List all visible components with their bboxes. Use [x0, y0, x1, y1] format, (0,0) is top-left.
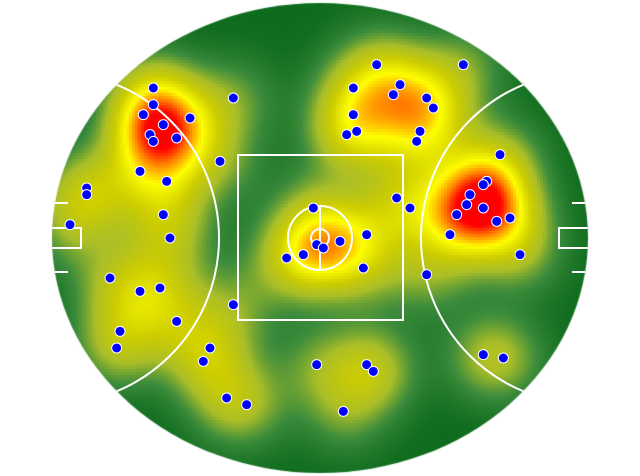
data-point-16	[164, 232, 176, 244]
data-point-43	[457, 59, 469, 71]
data-point-6	[171, 132, 183, 144]
data-point-5	[147, 135, 159, 147]
data-point-9	[134, 165, 146, 177]
data-point-55	[421, 269, 433, 281]
data-point-2	[137, 109, 149, 121]
data-point-63	[317, 242, 329, 254]
data-point-41	[414, 125, 426, 137]
data-point-48	[461, 199, 473, 211]
data-point-28	[311, 359, 323, 371]
data-point-27	[241, 399, 253, 411]
data-point-50	[477, 202, 489, 214]
data-point-37	[427, 102, 439, 114]
data-point-31	[367, 365, 379, 377]
data-point-1	[147, 99, 159, 111]
data-point-20	[171, 315, 183, 327]
data-point-56	[391, 192, 403, 204]
data-point-35	[387, 89, 399, 101]
data-point-51	[491, 215, 503, 227]
data-point-54	[514, 249, 526, 261]
data-point-42	[411, 135, 423, 147]
data-point-18	[134, 285, 146, 297]
scatter-points	[64, 59, 526, 417]
data-point-7	[184, 112, 196, 124]
data-point-30	[361, 359, 373, 371]
data-point-8	[227, 92, 239, 104]
left-goal-square	[52, 227, 82, 249]
data-point-36	[421, 92, 433, 104]
data-point-0	[147, 82, 159, 94]
centre-square	[237, 154, 404, 321]
data-point-15	[157, 209, 169, 221]
data-point-52	[504, 212, 516, 224]
data-point-53	[444, 229, 456, 241]
data-point-25	[197, 355, 209, 367]
right-goal-square	[558, 227, 588, 249]
data-point-44	[494, 149, 506, 161]
data-point-24	[204, 342, 216, 354]
data-point-21	[114, 325, 126, 337]
data-point-26	[221, 392, 233, 404]
data-point-22	[111, 342, 123, 354]
data-point-13	[81, 189, 93, 201]
data-point-59	[357, 262, 369, 274]
data-point-33	[347, 82, 359, 94]
data-point-61	[334, 235, 346, 247]
data-point-49	[451, 209, 463, 221]
data-point-40	[351, 125, 363, 137]
data-point-64	[297, 249, 309, 261]
data-point-60	[307, 202, 319, 214]
data-point-66	[477, 349, 489, 361]
data-point-3	[157, 119, 169, 131]
data-point-14	[64, 219, 76, 231]
data-point-47	[464, 189, 476, 201]
data-point-57	[404, 202, 416, 214]
data-point-46	[477, 179, 489, 191]
data-point-23	[227, 299, 239, 311]
data-point-58	[361, 229, 373, 241]
data-point-11	[214, 155, 226, 167]
data-point-10	[161, 175, 173, 187]
data-point-19	[154, 282, 166, 294]
data-point-67	[497, 352, 509, 364]
data-point-29	[337, 405, 349, 417]
data-point-65	[281, 252, 293, 264]
data-point-38	[347, 109, 359, 121]
data-point-39	[341, 129, 353, 141]
data-point-17	[104, 272, 116, 284]
data-point-32	[371, 59, 383, 71]
data-point-34	[394, 79, 406, 91]
